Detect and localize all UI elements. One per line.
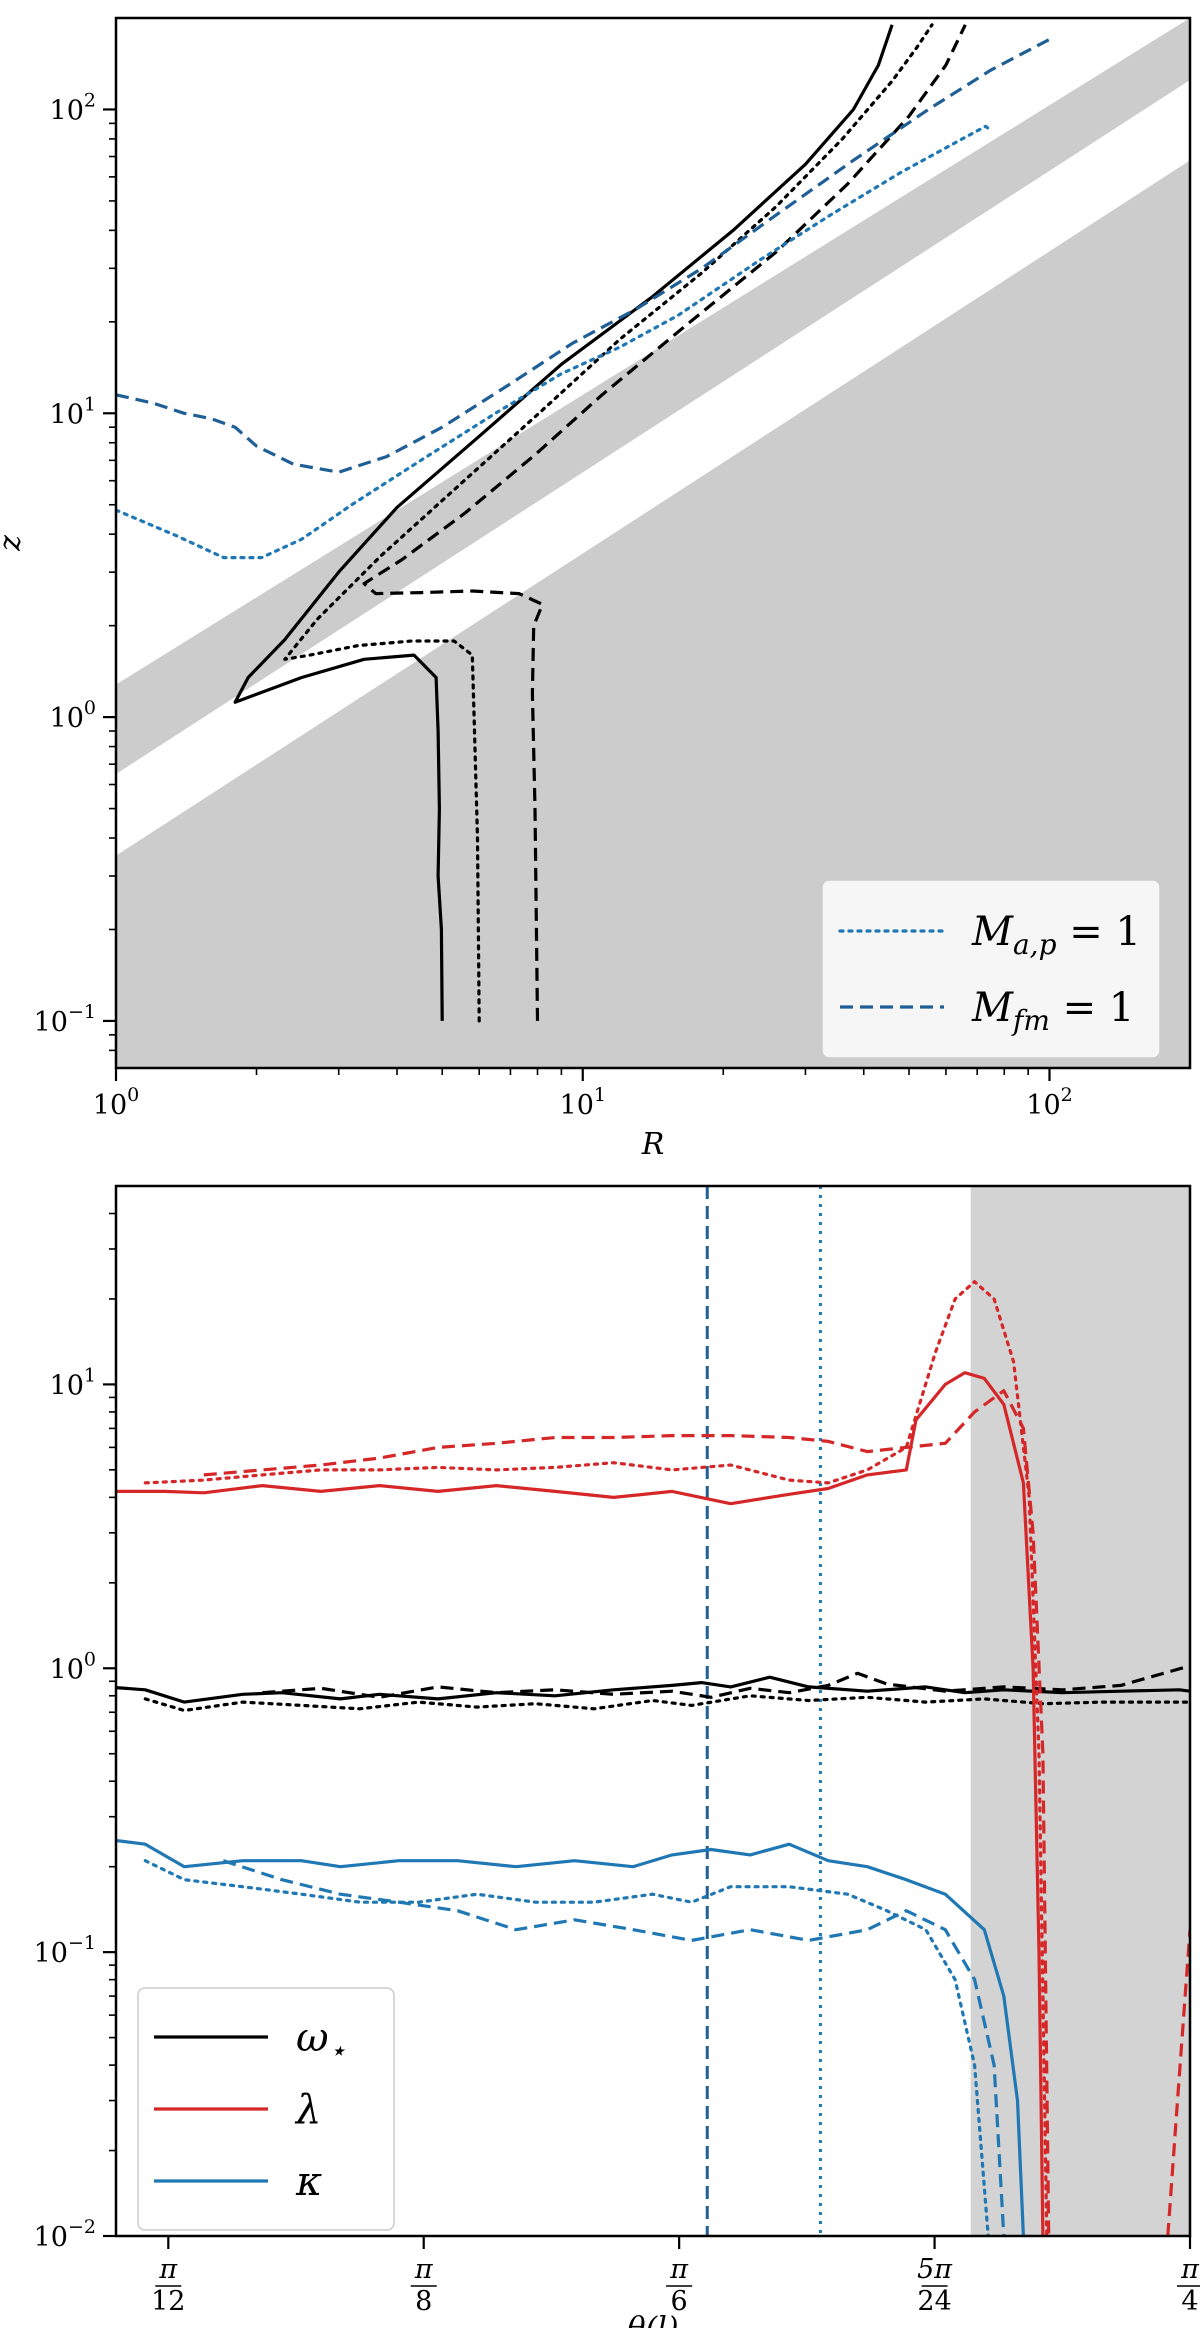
x-tick-denominator: 12 [151, 2286, 185, 2317]
y-tick-label: 100 [50, 1648, 96, 1685]
x-axis-label: θ(l) [627, 2311, 678, 2328]
x-tick-base: 10 [1026, 1090, 1060, 1121]
y-tick-label: 10−1 [34, 1932, 96, 1969]
x-tick-denominator: 8 [415, 2286, 432, 2317]
axes-frame [114, 16, 1192, 1070]
legend-label-1: Ma,p = 1 [971, 909, 1141, 961]
y-tick-base: 10 [50, 95, 84, 126]
legend-label-main: M [971, 985, 1014, 1031]
x-tick-exponent: 1 [594, 1084, 606, 1106]
legend-box [821, 879, 1161, 1059]
y-tick-label: 10−2 [34, 2216, 96, 2253]
x-tick-label: 102 [1026, 1084, 1072, 1121]
legend-label-sub: ⋆ [329, 2034, 347, 2067]
x-axis-label: R [641, 1127, 665, 1162]
legend-label-sub: fm [1011, 1004, 1050, 1037]
series-line-3 [262, 1664, 1190, 1699]
shaded-region [970, 1186, 1190, 2236]
x-tick-exponent: 2 [1061, 1084, 1073, 1106]
panel-2: 10−210−1100101π12π8π65π24π4θ(l)ω⋆λκ [34, 1184, 1200, 2328]
legend-label-3: κ [295, 2159, 322, 2205]
y-tick-exponent: −1 [68, 1932, 96, 1954]
y-tick-exponent: −2 [68, 2216, 96, 2238]
series-line-3 [362, 24, 967, 1021]
x-tick-denominator: 24 [917, 2286, 951, 2317]
y-tick-exponent: 1 [84, 393, 96, 415]
y-tick-label: 101 [50, 1364, 96, 1401]
axes-frame [114, 1184, 1192, 2238]
series-line-2 [283, 23, 934, 1023]
x-tick-label: 100 [93, 1084, 139, 1121]
y-tick-base: 10 [50, 399, 84, 430]
x-tick-denominator: 6 [671, 2286, 688, 2317]
legend-label-2: λ [294, 2087, 321, 2133]
x-tick-denominator: 4 [1181, 2286, 1198, 2317]
series-line-1 [116, 1675, 1190, 1704]
y-tick-label: 10−1 [34, 1001, 96, 1038]
legend-label-2: Mfm = 1 [971, 985, 1134, 1037]
x-tick-numerator: π [414, 2254, 434, 2285]
legend-label-main: M [971, 909, 1014, 955]
y-tick-base: 10 [50, 703, 84, 734]
y-axis-label: z [0, 535, 28, 552]
series-line-5 [143, 1280, 1049, 2236]
legend-label-main: κ [295, 2159, 322, 2205]
legend-label-main: λ [294, 2087, 321, 2133]
x-tick-label: 101 [560, 1084, 606, 1121]
shaded-upper-band [116, 18, 1190, 774]
plot-area [116, 1186, 1190, 2236]
y-tick-label: 102 [50, 89, 96, 126]
series-line-2 [143, 1694, 1190, 1713]
series-line-10 [222, 1859, 1006, 2236]
y-tick-exponent: 0 [84, 1648, 96, 1670]
series-line-8 [116, 1838, 1025, 2236]
x-tick-numerator: π [1180, 2254, 1200, 2285]
series-line-4 [116, 1371, 1045, 2236]
x-tick-exponent: 0 [127, 1084, 139, 1106]
x-tick-base: 10 [93, 1090, 127, 1121]
series-line-4 [116, 124, 993, 560]
y-tick-exponent: 2 [84, 89, 96, 111]
y-tick-exponent: 0 [84, 697, 96, 719]
y-tick-base: 10 [34, 1938, 68, 1969]
y-tick-label: 100 [50, 697, 96, 734]
legend-label-main: ω [296, 2015, 329, 2061]
legend-label-1: ω⋆ [296, 2015, 346, 2067]
series-line-7 [1166, 1929, 1190, 2236]
y-tick-base: 10 [50, 1654, 84, 1685]
x-tick-numerator: π [158, 2254, 178, 2285]
y-tick-base: 10 [34, 2222, 68, 2253]
series-line-9 [143, 1859, 990, 2236]
plot-area [116, 18, 1190, 1068]
series-line-6 [203, 1389, 1051, 2236]
x-tick-numerator: π [669, 2254, 689, 2285]
x-tick-base: 10 [560, 1090, 594, 1121]
y-tick-label: 101 [50, 393, 96, 430]
shaded-lower-region [116, 160, 1190, 1068]
legend-label-sub: a,p [1013, 928, 1057, 961]
series-line-5 [116, 37, 1051, 474]
y-tick-base: 10 [50, 1370, 84, 1401]
series-line-1 [233, 24, 894, 1021]
x-tick-numerator: 5π [917, 2254, 953, 2285]
y-tick-exponent: 1 [84, 1364, 96, 1386]
legend-label-tail: = 1 [1057, 909, 1141, 955]
y-tick-base: 10 [34, 1007, 68, 1038]
y-tick-exponent: −1 [68, 1001, 96, 1023]
legend-label-tail: = 1 [1050, 985, 1134, 1031]
